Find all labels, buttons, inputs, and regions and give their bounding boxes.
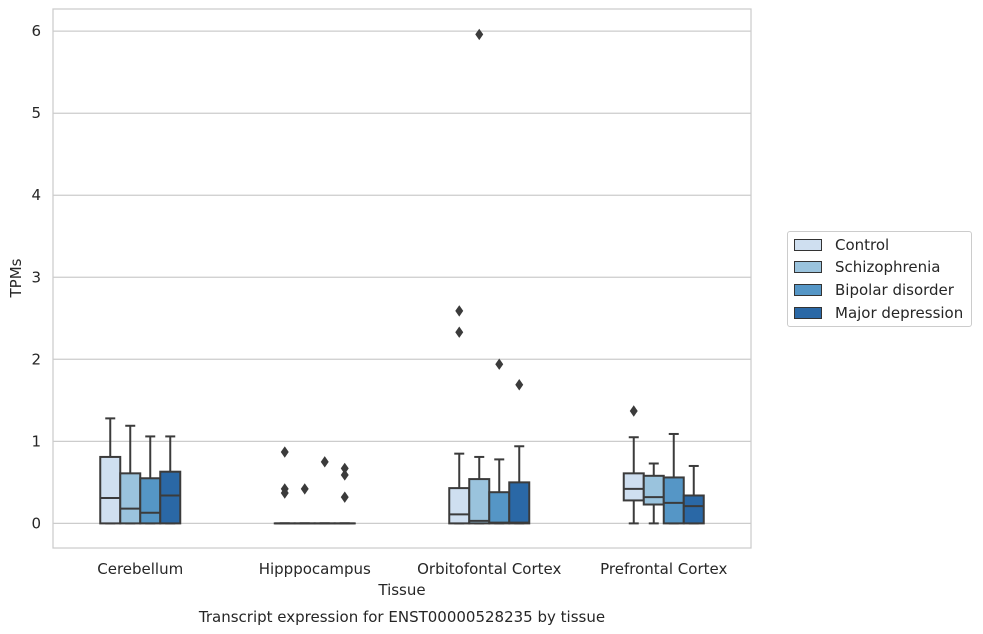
y-tick-label: 0 (31, 514, 41, 532)
box-iqr (99, 455, 122, 525)
outlier-point (280, 446, 289, 458)
legend-item-schizophrenia: Schizophrenia (794, 257, 940, 277)
outlier-point (340, 469, 349, 481)
legend-swatch (794, 284, 822, 296)
legend-swatch (794, 239, 822, 251)
outlier-point (495, 358, 504, 370)
box-1-2 (468, 28, 491, 525)
gridlines (53, 30, 751, 525)
outlier-point (340, 491, 349, 503)
x-axis-label: Tissue (377, 581, 425, 599)
legend-item-bipolar-disorder: Bipolar disorder (794, 280, 954, 300)
box-3-1 (333, 462, 356, 525)
plot-area (52, 8, 752, 549)
box-iqr (508, 481, 531, 525)
x-tick-label: Orbitofontal Cortex (417, 560, 561, 578)
legend-label: Bipolar disorder (835, 281, 954, 299)
outlier-point (320, 456, 329, 468)
x-tick-label: Prefrontal Cortex (600, 560, 727, 578)
y-axis-ticks: 0 1 2 3 4 5 6 (31, 22, 41, 532)
box-iqr (119, 472, 142, 525)
outlier-point (300, 483, 309, 495)
box-3-3 (682, 464, 705, 525)
box-iqr (159, 470, 182, 525)
box-iqr (662, 476, 685, 525)
y-tick-label: 5 (31, 104, 41, 122)
box-iqr (448, 487, 471, 525)
outlier-point (280, 487, 289, 499)
box-3-2 (508, 379, 531, 525)
box-plots (99, 28, 705, 525)
box-0-1 (273, 446, 296, 525)
legend-label: Control (835, 236, 890, 254)
outlier-point (455, 326, 464, 338)
box-iqr (642, 474, 665, 506)
box-3-0 (159, 435, 182, 525)
box-1-0 (119, 424, 142, 525)
box-iqr (682, 494, 705, 525)
y-tick-label: 4 (31, 186, 41, 204)
legend-label: Major depression (835, 304, 964, 322)
legend-item-control: Control (794, 235, 889, 255)
y-tick-label: 1 (31, 432, 41, 450)
box-iqr (622, 472, 645, 502)
y-tick-label: 2 (31, 350, 41, 368)
box-0-0 (99, 417, 122, 525)
box-iqr (488, 491, 511, 525)
y-tick-label: 3 (31, 268, 41, 286)
box-0-3 (622, 405, 645, 525)
box-iqr (468, 478, 491, 525)
y-axis-label: TPMs (7, 258, 25, 298)
legend-item-major-depression: Major depression (794, 303, 963, 323)
outlier-point (475, 28, 484, 41)
legend-swatch (794, 261, 822, 273)
legend-swatch (794, 307, 822, 319)
outlier-point (515, 379, 524, 391)
box-1-3 (642, 462, 665, 525)
box-2-2 (488, 358, 511, 525)
y-tick-label: 6 (31, 22, 41, 40)
box-1-1 (293, 483, 316, 525)
chart-title: Transcript expression for ENST0000052823… (198, 608, 605, 626)
x-tick-label: Cerebellum (97, 560, 183, 578)
x-tick-label: Hipppocampus (259, 560, 371, 578)
box-2-0 (139, 435, 162, 525)
box-2-3 (662, 432, 685, 525)
legend: Control Schizophrenia Bipolar disorder M… (787, 231, 972, 327)
legend-label: Schizophrenia (835, 258, 941, 276)
box-0-2 (448, 305, 471, 525)
x-axis-ticks: Cerebellum Hipppocampus Orbitofontal Corte… (97, 560, 727, 578)
box-iqr (139, 477, 162, 525)
outlier-point (629, 405, 638, 417)
outlier-point (455, 305, 464, 317)
box-2-1 (313, 456, 336, 525)
